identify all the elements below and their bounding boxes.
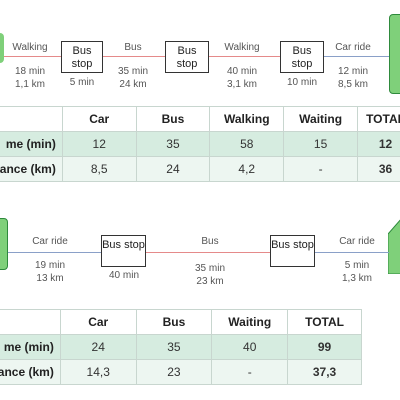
- route-1-start-block: [0, 33, 4, 63]
- column-header: Car: [61, 106, 137, 132]
- table-cell-total: 36: [357, 156, 400, 182]
- route-1-segment-3-mode: Walking: [224, 42, 260, 53]
- route-1-stop-1-wait: 5 min: [69, 77, 95, 88]
- route-2-end-house: [388, 219, 400, 274]
- route-1-segment-2-distance: 24 km: [119, 79, 147, 90]
- route-1-walking-line-1: [4, 56, 62, 57]
- table-row: ance (km) 8,5 24 4,2 - 36: [0, 156, 400, 182]
- route-2-bus-stop-2: Bus stop: [270, 235, 315, 267]
- route-1-segment-4-mode: Car ride: [335, 42, 371, 53]
- table-cell-total: 12: [357, 131, 400, 157]
- table-cell: 14,3: [59, 359, 137, 385]
- table-corner-cell: [0, 106, 63, 132]
- table-row: me (min) 12 35 58 15 12: [0, 131, 400, 157]
- table-cell: 24: [59, 334, 137, 360]
- route-2-segment-2-time: 35 min: [194, 263, 226, 274]
- route-2-segment-3-distance: 1,3 km: [341, 273, 373, 284]
- route-1-segment-3-distance: 3,1 km: [226, 79, 258, 90]
- bus-stop-label: Bus stop: [176, 45, 198, 70]
- route-1-stop-3-wait: 10 min: [286, 77, 318, 88]
- column-header: Car: [59, 309, 137, 335]
- route-2-stop-1-wait: 40 min: [108, 270, 140, 281]
- table-cell-total: 99: [287, 334, 362, 360]
- route-1-segment-2-mode: Bus: [124, 42, 142, 53]
- bus-stop-label: Bus stop: [271, 239, 314, 251]
- table-row: ance (km) 14,3 23 - 37,3: [0, 359, 362, 385]
- row-header: ance (km): [0, 359, 61, 385]
- route-2-car-line-1: [8, 252, 101, 253]
- table-cell: 23: [135, 359, 213, 385]
- route-2-segment-2-mode: Bus: [201, 236, 219, 247]
- table-cell: 8,5: [61, 156, 137, 182]
- column-header: Bus: [135, 309, 213, 335]
- table-cell: 58: [209, 131, 285, 157]
- table-cell: 15: [283, 131, 359, 157]
- route-1-car-line: [323, 56, 389, 57]
- column-header: Walking: [209, 106, 285, 132]
- table-cell: -: [211, 359, 289, 385]
- route-2-segment-1-distance: 13 km: [36, 273, 64, 284]
- route-2-start-block: [0, 218, 8, 270]
- route-2-segment-3-time: 5 min: [344, 260, 370, 271]
- route-1-segment-1-distance: 1,1 km: [14, 79, 46, 90]
- route-2-bus-stop-1: Bus stop: [101, 235, 146, 267]
- table-cell: 24: [135, 156, 211, 182]
- table-header-row: Car Bus Walking Waiting TOTAL: [0, 106, 400, 132]
- route-2-segment-1-mode: Car ride: [32, 236, 68, 247]
- route-2-bus-line: [146, 252, 270, 253]
- route-1-segment-3-time: 40 min: [226, 66, 258, 77]
- row-header: me (min): [0, 131, 63, 157]
- column-header: Bus: [135, 106, 211, 132]
- column-header: Waiting: [211, 309, 289, 335]
- table-cell: 40: [211, 334, 289, 360]
- route-1-summary-table: Car Bus Walking Waiting TOTAL me (min) 1…: [0, 106, 400, 182]
- column-header: Waiting: [283, 106, 359, 132]
- table-cell-total: 37,3: [287, 359, 362, 385]
- column-header: TOTAL: [287, 309, 362, 335]
- bus-stop-label: Bus stop: [71, 45, 93, 70]
- table-cell: 12: [61, 131, 137, 157]
- row-header: ance (km): [0, 156, 63, 182]
- table-corner-cell: [0, 309, 61, 335]
- route-1-bus-stop-3: Bus stop: [280, 41, 324, 73]
- route-1-walking-line-2: [208, 56, 280, 57]
- table-cell: 35: [135, 131, 211, 157]
- bus-stop-label: Bus stop: [291, 45, 313, 70]
- route-1-segment-1-mode: Walking: [12, 42, 48, 53]
- route-2-segment-2-distance: 23 km: [196, 276, 224, 287]
- table-header-row: Car Bus Waiting TOTAL: [0, 309, 362, 335]
- table-cell: -: [283, 156, 359, 182]
- route-2-segment-3-mode: Car ride: [339, 236, 375, 247]
- table-cell: 35: [135, 334, 213, 360]
- route-2-car-line-2: [315, 252, 389, 253]
- bus-stop-label: Bus stop: [102, 239, 145, 251]
- route-1-end-block: [389, 14, 400, 94]
- table-cell: 4,2: [209, 156, 285, 182]
- row-header: me (min): [0, 334, 61, 360]
- route-1-segment-4-time: 12 min: [337, 66, 369, 77]
- route-1-segment-4-distance: 8,5 km: [337, 79, 369, 90]
- route-2-segment-1-time: 19 min: [34, 260, 66, 271]
- route-1-bus-stop-1: Bus stop: [61, 41, 103, 73]
- route-1-segment-1-time: 18 min: [14, 66, 46, 77]
- column-header: TOTAL: [357, 106, 400, 132]
- route-2-summary-table: Car Bus Waiting TOTAL me (min) 24 35 40 …: [0, 309, 362, 385]
- route-1-segment-2-time: 35 min: [117, 66, 149, 77]
- route-1-bus-stop-2: Bus stop: [165, 41, 209, 73]
- table-row: me (min) 24 35 40 99: [0, 334, 362, 360]
- route-1-bus-line: [102, 56, 165, 57]
